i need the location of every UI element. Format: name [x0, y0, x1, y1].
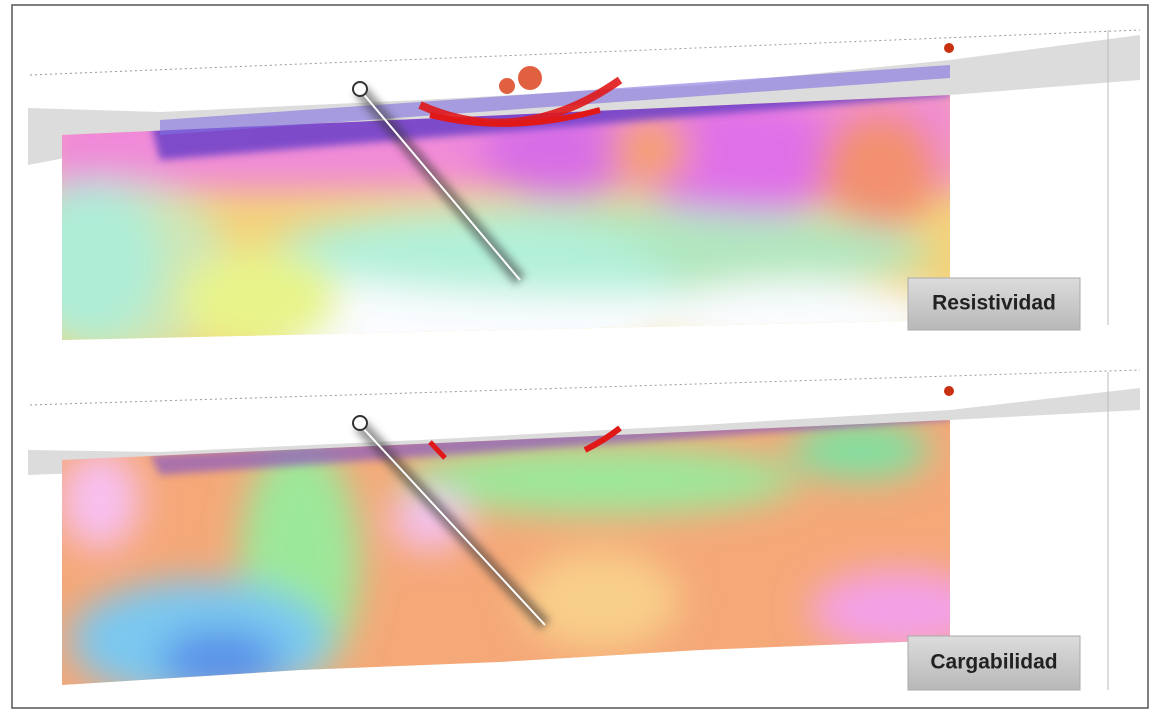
panel-label: Resistividad — [932, 292, 1056, 315]
label-box — [907, 277, 1081, 331]
chargeability-section — [28, 369, 1141, 690]
resistivity-section — [28, 29, 1141, 340]
panel-label: Cargabilidad — [930, 651, 1057, 674]
label-box — [907, 635, 1081, 691]
